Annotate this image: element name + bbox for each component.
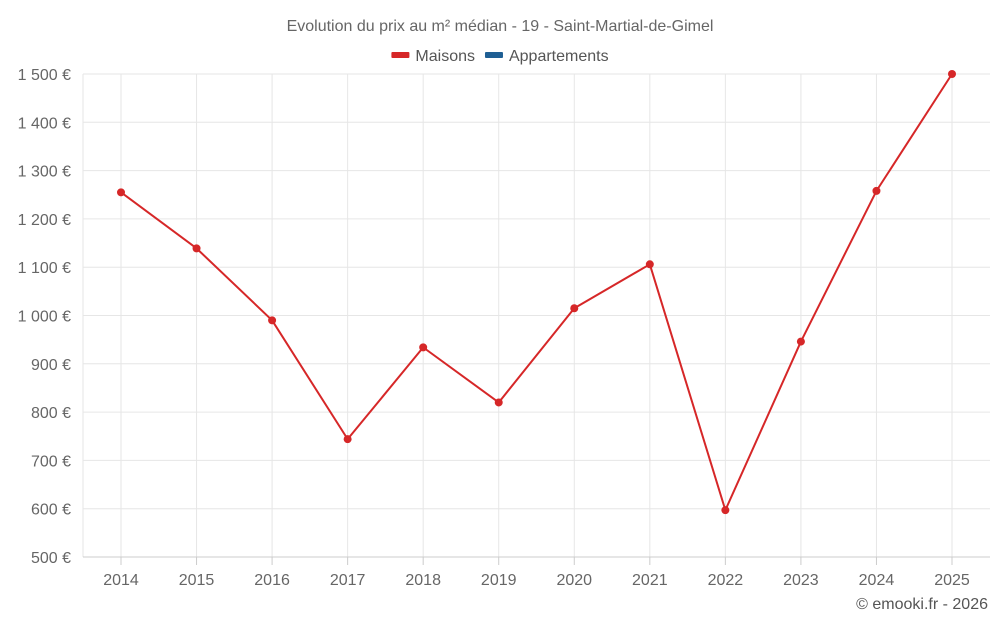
legend-label: Appartements xyxy=(509,48,609,65)
data-point xyxy=(494,398,503,407)
credit-text: © emooki.fr - 2026 xyxy=(856,596,988,613)
legend-label: Maisons xyxy=(415,48,475,65)
data-point xyxy=(268,316,277,325)
axes: 500 € 600 € 700 € 800 € 900 € 1 000 € 1 100 € 1… xyxy=(18,67,990,589)
x-tick-label: 2014 xyxy=(103,572,139,589)
series-layer xyxy=(117,70,956,515)
y-tick-label: 800 € xyxy=(31,405,71,422)
data-point xyxy=(948,70,956,78)
data-point xyxy=(796,337,805,346)
x-tick-label: 2018 xyxy=(405,572,441,589)
series-line-maisons xyxy=(120,73,953,512)
data-point xyxy=(117,188,125,197)
data-point xyxy=(570,304,579,313)
legend: Maisons Appartements xyxy=(391,48,609,65)
y-tick-label: 1 200 € xyxy=(18,212,71,229)
x-tick-label: 2016 xyxy=(254,572,290,589)
x-tick-label: 2015 xyxy=(179,572,215,589)
y-tick-label: 900 € xyxy=(31,357,71,374)
y-tick-label: 700 € xyxy=(31,453,71,470)
data-point xyxy=(645,260,654,269)
legend-item-appartements: Appartements xyxy=(484,48,609,65)
y-tick-label: 1 000 € xyxy=(18,309,71,326)
data-point xyxy=(872,186,881,195)
x-tick-label: 2019 xyxy=(481,572,517,589)
x-tick-label: 2020 xyxy=(556,572,592,589)
x-tick-label: 2024 xyxy=(859,572,895,589)
chart-title: Evolution du prix au m² médian - 19 - Sa… xyxy=(287,18,714,35)
x-tick-label: 2022 xyxy=(708,572,744,589)
x-tick-label: 2023 xyxy=(783,572,819,589)
legend-swatch xyxy=(484,52,503,58)
x-tick-label: 2017 xyxy=(330,572,366,589)
y-tick-label: 1 100 € xyxy=(18,260,71,277)
y-tick-label: 500 € xyxy=(31,550,71,567)
data-point xyxy=(192,244,201,253)
data-point xyxy=(419,343,428,352)
legend-item-maisons: Maisons xyxy=(391,48,475,65)
x-tick-label: 2021 xyxy=(632,572,668,589)
legend-swatch xyxy=(391,52,410,58)
y-tick-label: 1 300 € xyxy=(18,164,71,181)
data-point xyxy=(721,506,730,515)
grid xyxy=(83,73,990,558)
y-tick-label: 600 € xyxy=(31,502,71,519)
y-tick-label: 1 400 € xyxy=(18,115,71,132)
x-tick-label: 2025 xyxy=(934,572,970,589)
data-point xyxy=(343,435,352,444)
y-tick-label: 1 500 € xyxy=(18,67,71,84)
